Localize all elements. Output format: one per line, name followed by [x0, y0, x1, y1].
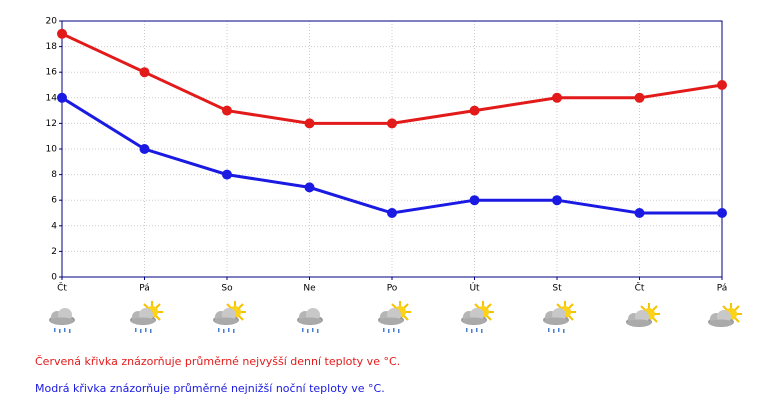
y-tick-label: 16 [46, 68, 58, 78]
weather-icons [49, 301, 742, 333]
y-tick-label: 2 [51, 247, 57, 257]
x-tick-label: Čt [635, 282, 645, 294]
x-tick-label: Pá [717, 284, 728, 294]
data-point [139, 67, 150, 78]
x-tick-label: Út [469, 282, 480, 294]
data-point [634, 92, 645, 103]
y-tick-label: 6 [51, 196, 57, 206]
y-tick-label: 4 [51, 221, 57, 231]
data-point [469, 195, 480, 206]
data-point [387, 208, 397, 218]
x-tick-label: Ne [303, 284, 316, 294]
data-point [222, 169, 232, 180]
y-tick-label: 0 [51, 273, 57, 283]
y-tick-label: 10 [46, 145, 58, 155]
data-point [717, 208, 727, 218]
y-tick-label: 12 [46, 119, 57, 129]
y-tick-label: 18 [46, 42, 58, 52]
x-tick-label: St [552, 284, 562, 294]
data-point [139, 144, 150, 154]
data-point [552, 195, 562, 206]
legend-note: Modrá křivka znázorňuje průměrné nejnižš… [35, 382, 385, 395]
data-point [57, 28, 67, 39]
data-point [552, 92, 562, 103]
legend-note: Červená křivka znázorňuje průměrné nejvy… [35, 355, 400, 368]
data-point [469, 105, 480, 116]
y-tick-label: 14 [46, 93, 58, 103]
x-tick-label: Pá [139, 284, 150, 294]
y-tick-label: 20 [46, 17, 58, 27]
data-point [304, 182, 315, 193]
data-point [304, 118, 315, 129]
x-tick-label: Po [387, 284, 398, 294]
data-point [387, 118, 397, 129]
data-point [634, 208, 645, 218]
y-tick-label: 8 [51, 170, 57, 180]
data-point [717, 80, 727, 90]
data-point [57, 92, 67, 103]
data-point [222, 105, 232, 116]
x-tick-label: Čt [57, 282, 67, 294]
plot-frame [61, 20, 723, 278]
x-tick-label: So [221, 284, 233, 294]
